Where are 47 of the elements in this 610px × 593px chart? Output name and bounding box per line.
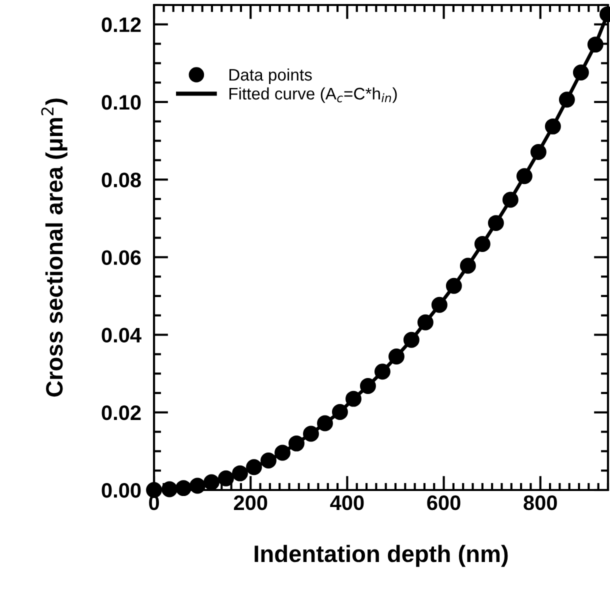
point: [403, 332, 420, 348]
point: [190, 478, 206, 494]
point: [558, 92, 575, 108]
point: [332, 404, 348, 420]
x-tick-label: 600: [427, 495, 460, 510]
point: [317, 415, 333, 432]
point: [474, 236, 490, 252]
point: [516, 168, 532, 184]
point: [204, 474, 220, 490]
point: [374, 364, 390, 380]
point: [572, 64, 589, 80]
point: [260, 452, 276, 468]
point: [431, 296, 448, 313]
x-axis-title: Indentation depth (nm): [254, 544, 508, 567]
point: [587, 36, 604, 53]
point: [232, 465, 248, 482]
y-axis-title: Cross sectional area (μm$^{2}$): [41, 98, 68, 397]
point: [274, 444, 290, 461]
point: [346, 390, 362, 407]
point: [246, 459, 262, 476]
y-tick-label: 0.12: [102, 17, 141, 32]
point: [218, 470, 234, 486]
y-tick-label: 0.04: [102, 328, 142, 343]
point: [162, 481, 178, 498]
point: [488, 215, 504, 232]
y-tick-label: 0.06: [102, 250, 141, 265]
point: [502, 192, 518, 208]
x-tick-label: 400: [330, 495, 364, 510]
point: [288, 435, 304, 452]
y-tick-label: 0.10: [102, 94, 141, 110]
point: [417, 314, 434, 330]
point: [530, 144, 546, 160]
x-tick-label: 200: [234, 495, 268, 510]
y-tick-label: 0.00: [102, 482, 141, 498]
y-tick-label: 0.08: [102, 172, 141, 188]
point: [388, 348, 404, 364]
point: [146, 482, 162, 498]
point: [360, 378, 376, 394]
point: [303, 426, 319, 442]
point: [176, 480, 192, 496]
legend-label: Data points: [229, 68, 312, 84]
point: [460, 258, 476, 274]
point: [544, 118, 561, 134]
y-tick-label: 0.02: [102, 405, 141, 420]
legend-label: Fitted curve (A$_{c}$=C*h$_{in}$): [229, 87, 397, 103]
point: [446, 278, 462, 294]
x-tick-label: 800: [524, 495, 557, 510]
